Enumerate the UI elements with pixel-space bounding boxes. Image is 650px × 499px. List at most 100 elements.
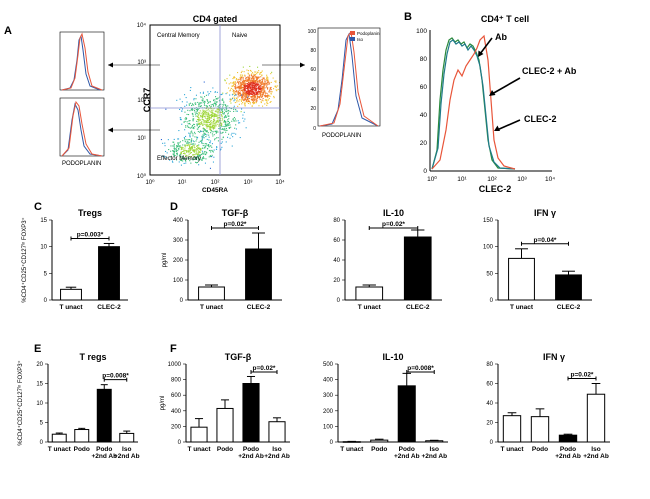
category-label: T unact [500, 446, 524, 453]
category-label-line: Podo [74, 446, 90, 453]
dot-event [240, 75, 242, 77]
dot-event [191, 149, 193, 151]
dot-event [243, 93, 245, 95]
dot-event [188, 120, 190, 122]
dot-event [202, 116, 204, 118]
dot-event [220, 108, 222, 110]
dot-event [189, 142, 191, 144]
dot-event [241, 89, 243, 91]
dot-event [209, 123, 211, 125]
dot-event [214, 102, 216, 104]
dot-event [204, 133, 206, 135]
dot-event [253, 87, 255, 89]
bar [190, 426, 208, 443]
dot-event [191, 108, 193, 110]
dot-event [270, 73, 272, 75]
dot-event [200, 148, 202, 150]
category-label: T unact [187, 446, 211, 453]
dot-event [232, 78, 234, 80]
dot-event [201, 150, 203, 152]
dot-event [214, 127, 216, 129]
dot-event [246, 101, 248, 103]
dot-event [195, 140, 197, 142]
dot-event [164, 145, 166, 147]
dot-event [262, 85, 264, 87]
dot-event [209, 129, 211, 131]
dot-event [235, 90, 237, 92]
dot-event [192, 109, 194, 111]
dot-event [213, 103, 215, 105]
dot-event [192, 143, 194, 145]
dot-event [269, 101, 271, 103]
dot-event [249, 86, 251, 88]
dot-event [260, 82, 262, 84]
dot-event [190, 148, 192, 150]
dot-event [239, 94, 241, 96]
dot-event [259, 85, 261, 87]
dot-event [200, 106, 202, 108]
dot-event [203, 115, 205, 117]
dot-event [220, 120, 222, 122]
dot-event [219, 104, 221, 106]
dot-event [256, 100, 258, 102]
dot-event [180, 146, 182, 148]
category-label-line: +2nd Ab [264, 453, 290, 460]
dot-event [227, 105, 229, 107]
dot-event [187, 142, 189, 144]
dot-event [212, 135, 214, 137]
dot-event [202, 143, 204, 145]
dot-event [244, 118, 246, 120]
category-label-line: Podo [96, 446, 112, 453]
chart-title: Tregs [78, 208, 102, 218]
dot-event [229, 90, 231, 92]
dot-event [225, 125, 227, 127]
dot-event [208, 117, 210, 119]
dot-event [257, 95, 259, 97]
dot-event [198, 117, 200, 119]
dot-event [243, 100, 245, 102]
dot-event [234, 81, 236, 83]
dot-event [252, 93, 254, 95]
dot-event [252, 88, 254, 90]
category-label: Podo [532, 446, 548, 453]
hist-a-r-ytick-20: 20 [310, 106, 316, 112]
dot-event [226, 129, 228, 131]
dot-event [213, 121, 215, 123]
dot-event [230, 99, 232, 101]
dot-event [225, 120, 227, 122]
category-label: CLEC-2 [406, 304, 430, 311]
dot-event [214, 139, 216, 141]
dot-event [261, 96, 263, 98]
dot-event [255, 98, 257, 100]
dot-event [208, 144, 210, 146]
dot-event [222, 108, 224, 110]
dot-event [168, 149, 170, 151]
dot-event [248, 92, 250, 94]
dot-event [225, 127, 227, 129]
dot-event [245, 82, 247, 84]
dot-event [255, 89, 257, 91]
dot-event [200, 105, 202, 107]
dot-event [217, 111, 219, 113]
dot-event [195, 115, 197, 117]
dot-event [199, 156, 201, 158]
dot-event [252, 76, 254, 78]
dot-event [202, 98, 204, 100]
dot-event [206, 108, 208, 110]
dot-event [225, 141, 227, 143]
dot-event [194, 102, 196, 104]
dot-event [204, 143, 206, 145]
dot-event [211, 156, 213, 158]
dot-event [180, 152, 182, 154]
dot-event [250, 89, 252, 91]
dot-event [266, 80, 268, 82]
dot-event [249, 76, 251, 78]
dot-event [206, 122, 208, 124]
dot-event [244, 85, 246, 87]
dot-event [234, 92, 236, 94]
dot-event [255, 85, 257, 87]
dot-event [180, 147, 182, 149]
dot-event [194, 131, 196, 133]
dot-event [202, 116, 204, 118]
